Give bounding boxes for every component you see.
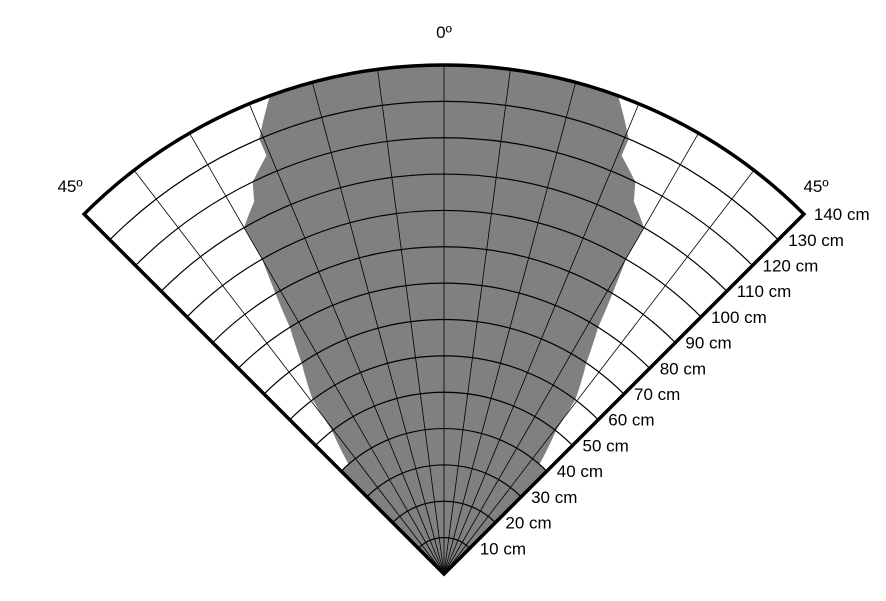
- radial-line-7.5: [443, 69, 511, 575]
- radial-line-37.5: [443, 169, 755, 575]
- radial-line--37.5: [133, 169, 445, 575]
- radial-line-30: [443, 132, 699, 575]
- fan-outline: [81, 63, 807, 577]
- angle-label-right: 45º: [803, 177, 828, 196]
- radius-label-130: 130 cm: [788, 231, 844, 250]
- radial-line-15: [443, 82, 577, 575]
- radial-line--30: [189, 132, 445, 575]
- radial-line-22.5: [443, 103, 640, 575]
- radius-label-50: 50 cm: [583, 437, 629, 456]
- radius-label-10: 10 cm: [480, 539, 526, 558]
- radial-line--22.5: [248, 103, 445, 575]
- radius-label-110: 110 cm: [737, 282, 792, 301]
- angle-label-center: 0º: [436, 23, 452, 42]
- radius-label-120: 120 cm: [763, 257, 819, 276]
- radius-label-60: 60 cm: [608, 411, 654, 430]
- radius-label-30: 30 cm: [531, 488, 577, 507]
- radius-label-80: 80 cm: [660, 359, 706, 378]
- radius-label-140: 140 cm: [814, 205, 870, 224]
- radial-line--7.5: [377, 69, 445, 575]
- radius-label-90: 90 cm: [685, 334, 731, 353]
- radius-label-40: 40 cm: [557, 462, 603, 481]
- angle-label-left: 45º: [57, 177, 82, 196]
- radius-label-20: 20 cm: [505, 514, 551, 533]
- radius-label-100: 100 cm: [711, 308, 767, 327]
- radial-line--15: [311, 82, 445, 575]
- radius-label-70: 70 cm: [634, 385, 680, 404]
